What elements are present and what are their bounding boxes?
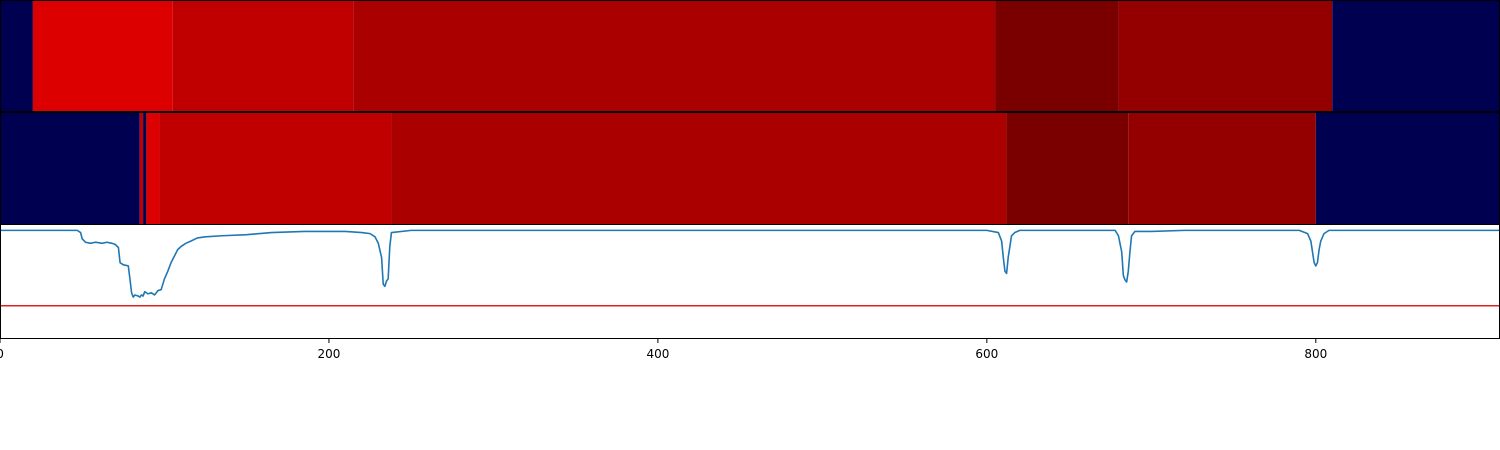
series-line	[0, 229, 1500, 298]
heatmap-cell	[143, 113, 147, 225]
heatmap-cell	[1332, 1, 1500, 112]
heatmap-top	[0, 0, 1500, 112]
heatmap-middle	[0, 112, 1500, 225]
heatmap-cell	[1006, 113, 1129, 225]
heatmap-cell	[1315, 113, 1500, 225]
x-axis: 0 200 400 600 800	[0, 338, 1500, 361]
x-tick-label: 0	[0, 347, 4, 361]
heatmap-cell	[0, 1, 33, 112]
heatmap-cell	[146, 113, 160, 225]
heatmap-cell	[0, 113, 140, 225]
heatmap-cell	[172, 1, 354, 112]
x-tick-label: 200	[317, 347, 340, 361]
heatmap-cell	[1118, 1, 1333, 112]
heatmap-cell	[1128, 113, 1316, 225]
heatmap-cell	[139, 113, 144, 225]
heatmap-cell	[995, 1, 1119, 112]
heatmap-cell	[391, 113, 1007, 225]
x-tick-label: 600	[975, 347, 998, 361]
heatmap-cell	[32, 1, 173, 112]
x-tick-label: 800	[1304, 347, 1327, 361]
line-panel	[0, 225, 1500, 338]
heatmap-cell	[353, 1, 996, 112]
heatmap-cell	[159, 113, 392, 225]
x-tick-label: 400	[646, 347, 669, 361]
